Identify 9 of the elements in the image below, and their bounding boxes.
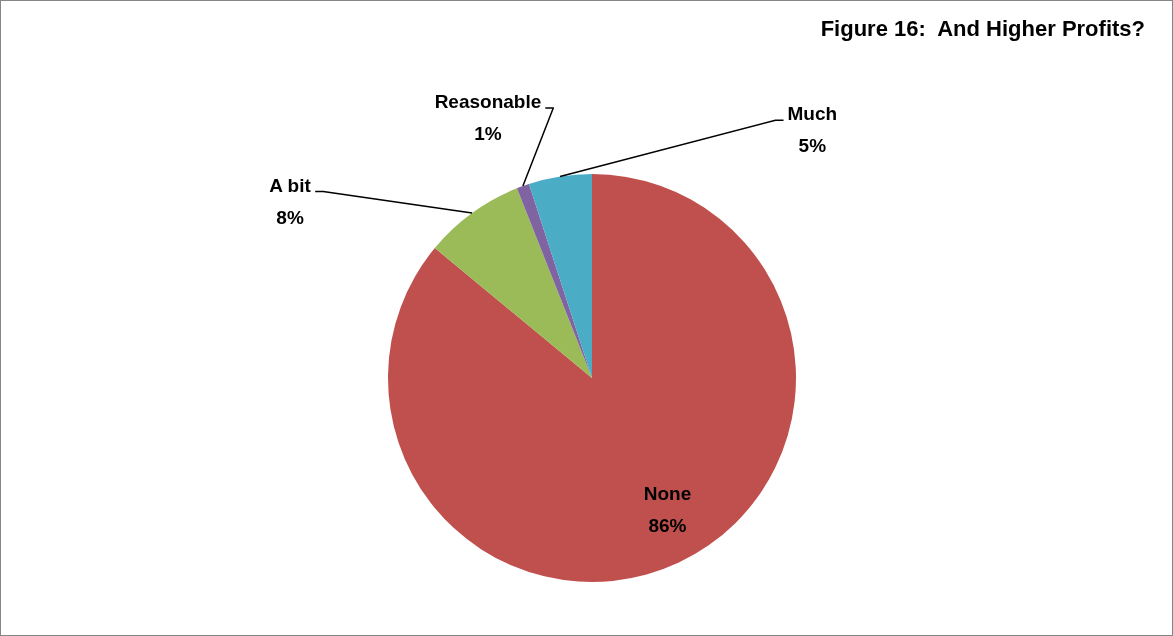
data-label: 8% (276, 206, 304, 228)
data-label: 86% (648, 514, 687, 536)
slice-label: Reasonable (434, 91, 542, 113)
slice-label: A bit (269, 174, 312, 196)
data-label: 5% (798, 135, 827, 157)
data-label: 1% (474, 123, 502, 145)
text: Figure 16: And Higher Profits? (820, 16, 1145, 42)
slice-label: Much (787, 103, 838, 125)
slice-label: None (643, 482, 692, 504)
